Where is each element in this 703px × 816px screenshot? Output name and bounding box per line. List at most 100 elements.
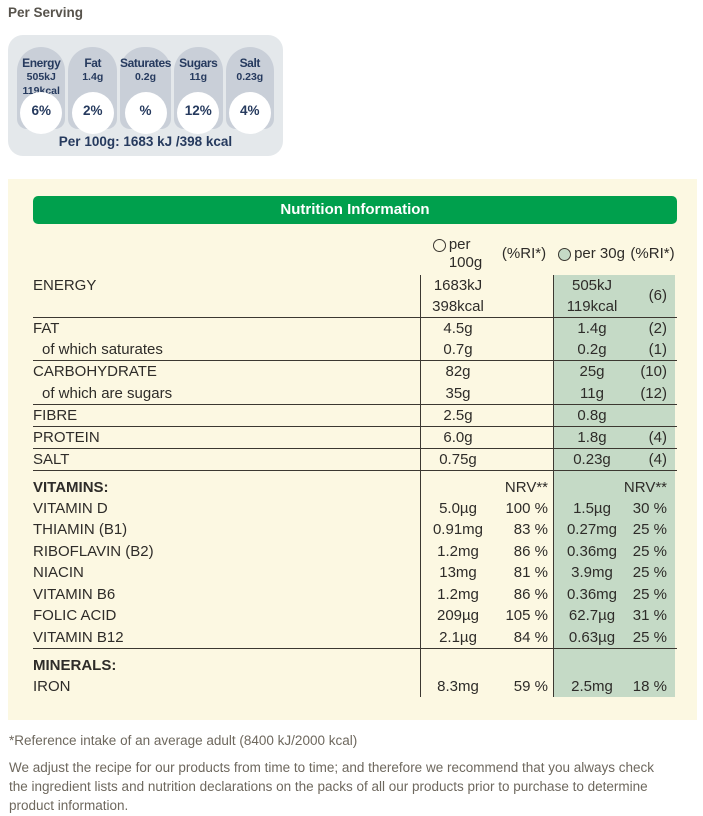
value-per-30g: 11g <box>553 382 630 404</box>
cell-line: CARBOHYDRATE <box>33 363 157 381</box>
ri-per-30g: 25 % <box>630 583 675 606</box>
cell-line: 505kJ <box>571 276 613 294</box>
cell-line: VITAMIN B6 <box>33 585 116 603</box>
cell-line: 25 % <box>632 628 667 646</box>
per-100g-summary: Per 100g: 1683 kJ /398 kcal <box>58 134 233 149</box>
row-label: NIACIN <box>33 562 420 584</box>
value-per-30g: 1.4g <box>553 317 630 340</box>
cell-line: VITAMIN D <box>33 499 108 517</box>
per-100g-marker-icon <box>432 238 446 252</box>
per-serving-title: Per Serving <box>8 5 84 20</box>
value-per-30g: 25g <box>553 361 630 383</box>
badge-percent-circle: 12% <box>177 92 220 134</box>
cell-line: (2) <box>648 319 667 337</box>
ri-per-100g: NRV** <box>495 471 553 498</box>
value-per-30g <box>553 470 630 498</box>
table-row: VITAMIN B6 1.2mg 86 % 0.36mg 25 % <box>33 583 677 606</box>
badge-value: 11g <box>189 71 208 83</box>
nutrient-badge: Saturates 0.2g% <box>119 47 171 134</box>
value-per-100g: 1.2mg <box>420 583 495 606</box>
row-label: VITAMIN B6 <box>33 584 420 606</box>
ri-per-100g <box>495 383 553 404</box>
cell-line: 11g <box>580 384 604 402</box>
cell-line: 35g <box>445 384 471 402</box>
cell-line: 1.5µg <box>573 499 611 517</box>
table-row: FOLIC ACID 209µg 105 % 62.7µg 31 % <box>33 605 677 627</box>
ri-per-100g: 59 % <box>495 676 553 698</box>
value-per-100g: 0.7g <box>420 339 495 361</box>
value-per-100g: 0.75g <box>420 448 495 470</box>
cell-line: FAT <box>33 319 60 337</box>
badge-values: 0.2g <box>120 71 171 85</box>
value-per-30g: 0.27mg <box>553 519 630 541</box>
cell-line: 1683kJ <box>433 276 483 294</box>
cell-line: 209µg <box>436 607 479 625</box>
cell-line: 6.0g <box>443 428 473 446</box>
ri-per-100g: 86 % <box>495 541 553 563</box>
value-per-100g: 82g <box>420 361 495 383</box>
badge-value: 1.4g <box>82 71 104 83</box>
ri-per-30g <box>630 404 675 426</box>
value-per-100g: 1.2mg <box>420 540 495 563</box>
row-label: SALT <box>33 449 420 470</box>
per-serving-badges-panel: Energy 505kJ 119kcal 6% Fat 1.4g 2% Saturates 0.… <box>8 35 283 156</box>
cell-line: 13mg <box>439 564 477 582</box>
cell-line: 119kcal <box>566 297 618 315</box>
ri-per-100g <box>495 275 553 317</box>
cell-line: 5.0µg <box>439 499 477 517</box>
value-per-100g: 209µg <box>420 605 495 627</box>
ri-per-30g <box>630 648 675 676</box>
table-row: of which are sugars 35g 11g (12) <box>33 382 677 405</box>
badge-value: 0.23g <box>236 71 264 83</box>
row-label: of which saturates <box>33 339 420 360</box>
cell-line: FIBRE <box>33 406 78 424</box>
ri-per-30g: (4) <box>630 426 675 448</box>
ri-per-100g <box>495 427 553 448</box>
row-label: MINERALS: <box>33 649 420 676</box>
table-row: SALT 0.75g 0.23g (4) <box>33 448 677 471</box>
ri-per-100g: 81 % <box>495 562 553 584</box>
badge-value: 0.2g <box>135 71 157 83</box>
reference-intake-footnote: *Reference intake of an average adult (8… <box>9 733 358 749</box>
row-label: FIBRE <box>33 405 420 426</box>
row-label: VITAMIN B12 <box>33 627 420 648</box>
ri-per-30g: (6) <box>630 274 675 317</box>
cell-line: 25g <box>579 363 605 381</box>
cell-line: 2.5mg <box>571 677 613 695</box>
table-row: of which saturates 0.7g 0.2g (1) <box>33 339 677 362</box>
column-header-per-30g: per 30g <box>553 245 630 263</box>
cell-line: 1.8g <box>577 428 607 446</box>
cell-line: 18 % <box>632 677 667 695</box>
ri-per-100g: 105 % <box>495 605 553 627</box>
value-per-30g: 62.7µg <box>553 605 630 627</box>
value-per-100g: 0.91mg <box>420 519 495 541</box>
nutrient-badge: Fat 1.4g 2% <box>68 47 117 134</box>
row-label: VITAMINS: <box>33 471 420 498</box>
value-per-100g <box>420 470 495 498</box>
cell-line: 100 % <box>505 499 548 517</box>
cell-line: 0.7g <box>443 341 473 359</box>
value-per-30g: 2.5mg <box>553 675 630 698</box>
ri-per-30g: 18 % <box>630 675 675 698</box>
cell-line: 25 % <box>632 542 667 560</box>
cell-line: 0.63µg <box>568 628 616 646</box>
badge-percent-circle: % <box>124 92 167 134</box>
cell-line: 25 % <box>632 585 667 603</box>
cell-line: 2.1µg <box>439 628 477 646</box>
cell-line: 25 % <box>632 564 667 582</box>
value-per-30g: 0.23g <box>553 448 630 470</box>
value-per-30g: 0.8g <box>553 404 630 426</box>
value-per-100g: 13mg <box>420 562 495 584</box>
cell-line: 0.27mg <box>566 521 618 539</box>
table-row: RIBOFLAVIN (B2) 1.2mg 86 % 0.36mg 25 % <box>33 540 677 563</box>
ri-per-100g <box>495 405 553 426</box>
table-row: FAT 4.5g 1.4g (2) <box>33 317 677 340</box>
ri-per-100g: 86 % <box>495 584 553 606</box>
value-per-30g: 0.63µg <box>553 626 630 648</box>
cell-line: NIACIN <box>33 564 84 582</box>
ri-per-30g: NRV** <box>624 470 675 498</box>
ri-per-30g: 31 % <box>630 605 675 627</box>
cell-line: NRV** <box>504 478 548 496</box>
ri-per-30g: 25 % <box>630 540 675 563</box>
